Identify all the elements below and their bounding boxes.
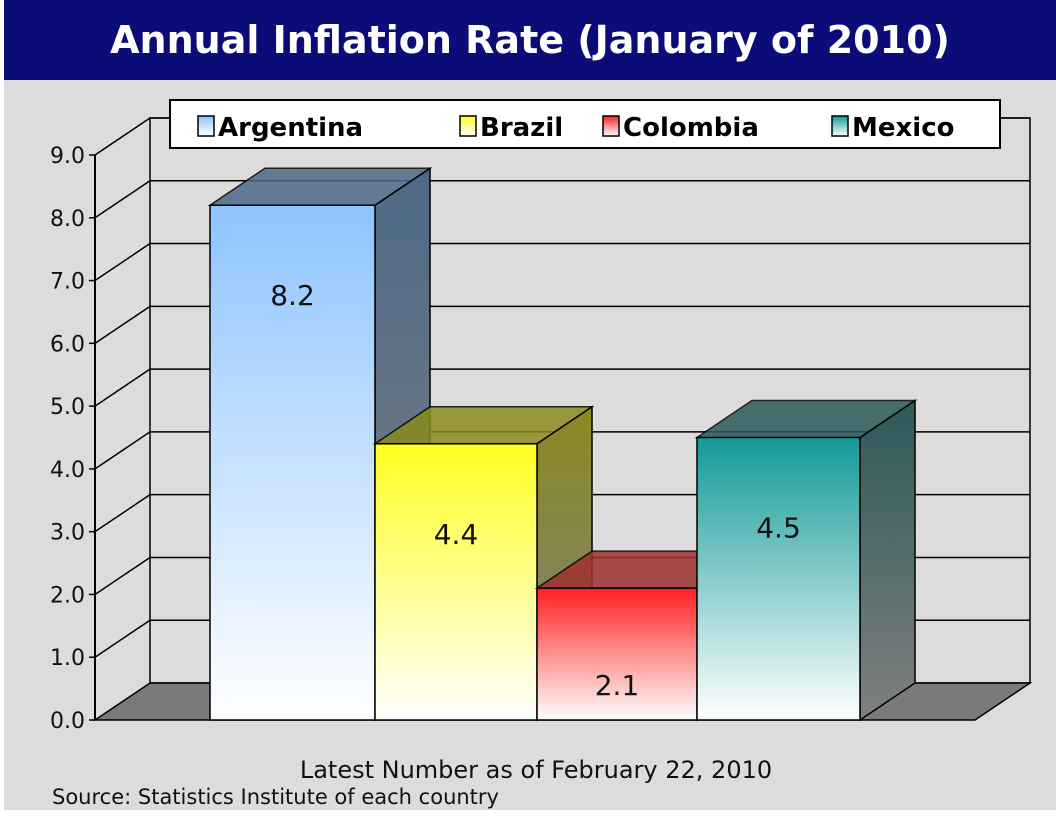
source-note: Source: Statistics Institute of each cou…: [52, 785, 499, 809]
gridline: [94, 368, 1030, 407]
legend-label-mexico: Mexico: [852, 113, 954, 143]
gridline: [94, 180, 1030, 219]
x-axis-label: Latest Number as of February 22, 2010: [300, 756, 772, 784]
data-label: 4.4: [434, 518, 479, 551]
y-tick-label: 8.0: [50, 207, 85, 232]
legend-swatch-brazil: [459, 115, 477, 137]
y-tick-label: 0.0: [50, 709, 85, 734]
data-label: 8.2: [270, 279, 315, 312]
legend-box: [169, 99, 1001, 149]
data-label: 4.5: [756, 512, 801, 545]
bar-brazil: [374, 443, 538, 721]
bar-colombia: [536, 587, 698, 721]
gridline: [94, 242, 1030, 282]
data-label: 2.1: [595, 669, 640, 702]
y-tick-label: 5.0: [50, 395, 85, 420]
legend-swatch-colombia: [602, 115, 620, 137]
y-tick-label: 6.0: [50, 332, 85, 357]
y-tick-label: 1.0: [50, 646, 85, 671]
legend-label-colombia: Colombia: [623, 113, 759, 143]
gridline: [94, 305, 1030, 344]
legend-swatch-mexico: [831, 115, 849, 137]
bar-argentina: [209, 204, 376, 721]
y-tick-label: 9.0: [50, 144, 85, 169]
y-tick-label: 3.0: [50, 521, 85, 546]
chart-title: Annual Inflation Rate (January of 2010): [4, 0, 1056, 80]
legend-swatch-argentina: [197, 115, 215, 137]
y-tick-label: 4.0: [50, 458, 85, 483]
y-tick-label: 7.0: [50, 270, 85, 295]
legend-label-brazil: Brazil: [480, 113, 563, 143]
legend-label-argentina: Argentina: [218, 113, 363, 143]
y-tick-label: 2.0: [50, 583, 85, 608]
bar-mexico: [696, 436, 861, 721]
bar-side-mexico: [859, 399, 916, 722]
